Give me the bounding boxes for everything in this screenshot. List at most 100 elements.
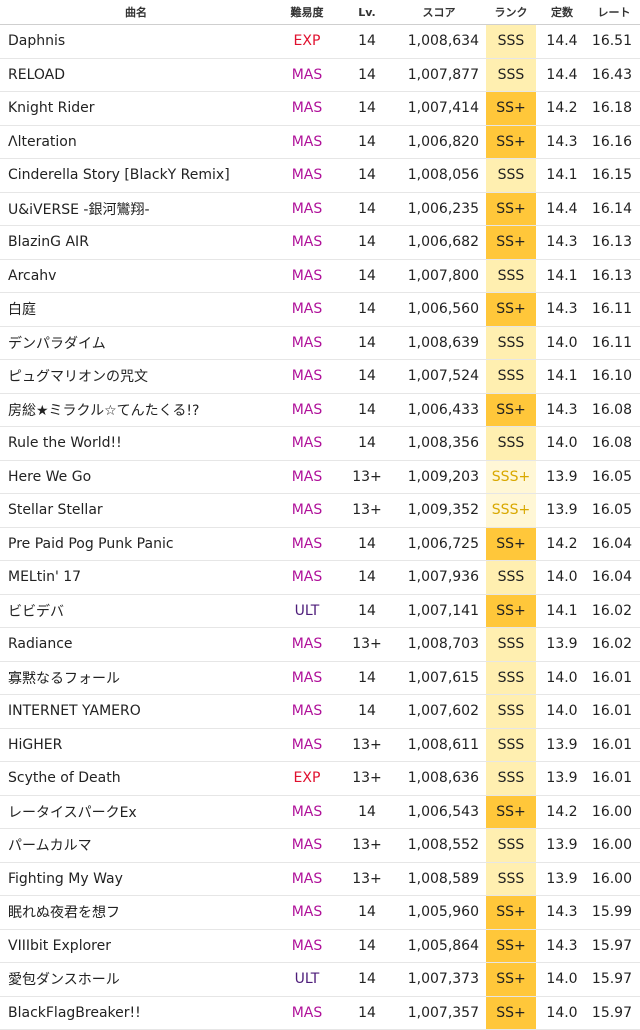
- level-cell: 14: [342, 996, 392, 1030]
- constant-cell: 14.4: [536, 192, 588, 226]
- rate-cell: 16.04: [588, 560, 640, 595]
- header-rate[interactable]: レート: [588, 0, 640, 25]
- difficulty-cell: MAS: [272, 125, 342, 159]
- rate-cell: 16.10: [588, 359, 640, 394]
- difficulty-cell: MAS: [272, 996, 342, 1030]
- rate-cell: 15.99: [588, 895, 640, 930]
- header-constant[interactable]: 定数: [536, 0, 588, 25]
- level-cell: 14: [342, 225, 392, 260]
- difficulty-cell: MAS: [272, 58, 342, 92]
- table-row: Cinderella Story [BlackY Remix] MAS 14 1,00…: [0, 158, 640, 193]
- constant-cell: 13.9: [536, 460, 588, 494]
- constant-cell: 14.1: [536, 158, 588, 193]
- table-row: U&iVERSE -銀河鸞翔- MAS 14 1,006,235 SS+ 14.4 16.1…: [0, 192, 640, 226]
- level-cell: 13+: [342, 728, 392, 762]
- song-name-cell: Fighting My Way: [0, 862, 272, 896]
- difficulty-cell: MAS: [272, 225, 342, 260]
- table-row: ピュグマリオンの咒文 MAS 14 1,007,524 SSS 14.1 16.10: [0, 359, 640, 394]
- level-cell: 14: [342, 426, 392, 461]
- song-name-cell: 愛包ダンスホール: [0, 962, 272, 997]
- level-cell: 14: [342, 158, 392, 193]
- table-row: 白庭 MAS 14 1,006,560 SS+ 14.3 16.11: [0, 292, 640, 327]
- constant-cell: 14.1: [536, 259, 588, 293]
- difficulty-cell: MAS: [272, 393, 342, 427]
- rank-cell: SS+: [486, 225, 536, 260]
- song-name-cell: パームカルマ: [0, 828, 272, 863]
- score-cell: 1,006,725: [392, 527, 486, 561]
- constant-cell: 14.2: [536, 795, 588, 829]
- table-body: Daphnis EXP 14 1,008,634 SSS 14.4 16.51 RELOAD M…: [0, 24, 640, 1030]
- constant-cell: 13.9: [536, 828, 588, 863]
- table-row: BlazinG AIR MAS 14 1,006,682 SS+ 14.3 16.13: [0, 225, 640, 260]
- score-cell: 1,007,602: [392, 694, 486, 729]
- difficulty-cell: MAS: [272, 694, 342, 729]
- table-row: Scythe of Death EXP 13+ 1,008,636 SSS 13.9 16.…: [0, 761, 640, 796]
- difficulty-cell: MAS: [272, 661, 342, 695]
- level-cell: 13+: [342, 460, 392, 494]
- constant-cell: 13.9: [536, 728, 588, 762]
- rank-cell: SS+: [486, 594, 536, 628]
- constant-cell: 14.0: [536, 661, 588, 695]
- rank-cell: SS+: [486, 125, 536, 159]
- level-cell: 14: [342, 24, 392, 59]
- header-difficulty[interactable]: 難易度: [272, 0, 342, 25]
- difficulty-cell: MAS: [272, 426, 342, 461]
- song-name-cell: Scythe of Death: [0, 761, 272, 796]
- rank-cell: SSS: [486, 694, 536, 729]
- constant-cell: 14.3: [536, 895, 588, 930]
- constant-cell: 14.2: [536, 527, 588, 561]
- constant-cell: 13.9: [536, 493, 588, 528]
- table-row: 寡黙なるフォール MAS 14 1,007,615 SSS 14.0 16.01: [0, 661, 640, 695]
- level-cell: 14: [342, 895, 392, 930]
- score-cell: 1,009,352: [392, 493, 486, 528]
- score-cell: 1,008,611: [392, 728, 486, 762]
- song-name-cell: U&iVERSE -銀河鸞翔-: [0, 192, 272, 226]
- song-name-cell: 白庭: [0, 292, 272, 327]
- score-cell: 1,006,560: [392, 292, 486, 327]
- song-name-cell: RELOAD: [0, 58, 272, 92]
- song-name-cell: VIIIbit Explorer: [0, 929, 272, 963]
- table-row: 愛包ダンスホール ULT 14 1,007,373 SS+ 14.0 15.97: [0, 962, 640, 997]
- table-row: Fighting My Way MAS 13+ 1,008,589 SSS 13.9 16.…: [0, 862, 640, 896]
- table-row: パームカルマ MAS 13+ 1,008,552 SSS 13.9 16.00: [0, 828, 640, 863]
- table-row: INTERNET YAMERO MAS 14 1,007,602 SSS 14.0 16.0…: [0, 694, 640, 729]
- header-song-name[interactable]: 曲名: [0, 0, 272, 25]
- rank-cell: SS+: [486, 292, 536, 327]
- rate-cell: 16.18: [588, 91, 640, 126]
- table-row: Arcahv MAS 14 1,007,800 SSS 14.1 16.13: [0, 259, 640, 293]
- constant-cell: 14.0: [536, 426, 588, 461]
- song-name-cell: レータイスパークEx: [0, 795, 272, 829]
- score-cell: 1,007,141: [392, 594, 486, 628]
- score-cell: 1,006,235: [392, 192, 486, 226]
- song-name-cell: Daphnis: [0, 24, 272, 59]
- song-name-cell: 寡黙なるフォール: [0, 661, 272, 695]
- score-cell: 1,008,589: [392, 862, 486, 896]
- level-cell: 14: [342, 527, 392, 561]
- rank-cell: SS+: [486, 996, 536, 1030]
- difficulty-cell: MAS: [272, 795, 342, 829]
- song-name-cell: BlackFlagBreaker!!: [0, 996, 272, 1030]
- difficulty-cell: MAS: [272, 192, 342, 226]
- table-row: ビビデバ ULT 14 1,007,141 SS+ 14.1 16.02: [0, 594, 640, 628]
- header-score[interactable]: スコア: [392, 0, 486, 25]
- difficulty-cell: EXP: [272, 24, 342, 59]
- header-rank[interactable]: ランク: [486, 0, 536, 25]
- constant-cell: 14.0: [536, 962, 588, 997]
- song-name-cell: Knight Rider: [0, 91, 272, 126]
- level-cell: 13+: [342, 862, 392, 896]
- constant-cell: 14.3: [536, 929, 588, 963]
- level-cell: 14: [342, 393, 392, 427]
- difficulty-cell: MAS: [272, 627, 342, 662]
- difficulty-cell: EXP: [272, 761, 342, 796]
- table-row: 房総★ミラクル☆てんたくる!? MAS 14 1,006,433 SS+ 14.3 16.0…: [0, 393, 640, 427]
- song-name-cell: 眠れぬ夜君を想フ: [0, 895, 272, 930]
- song-name-cell: Radiance: [0, 627, 272, 662]
- score-cell: 1,007,357: [392, 996, 486, 1030]
- table-row: Stellar Stellar MAS 13+ 1,009,352 SSS+ 13.9 16…: [0, 493, 640, 528]
- level-cell: 13+: [342, 761, 392, 796]
- header-level[interactable]: Lv.: [342, 0, 392, 25]
- rank-cell: SSS: [486, 828, 536, 863]
- table-row: デンパラダイム MAS 14 1,008,639 SSS 14.0 16.11: [0, 326, 640, 360]
- constant-cell: 14.3: [536, 292, 588, 327]
